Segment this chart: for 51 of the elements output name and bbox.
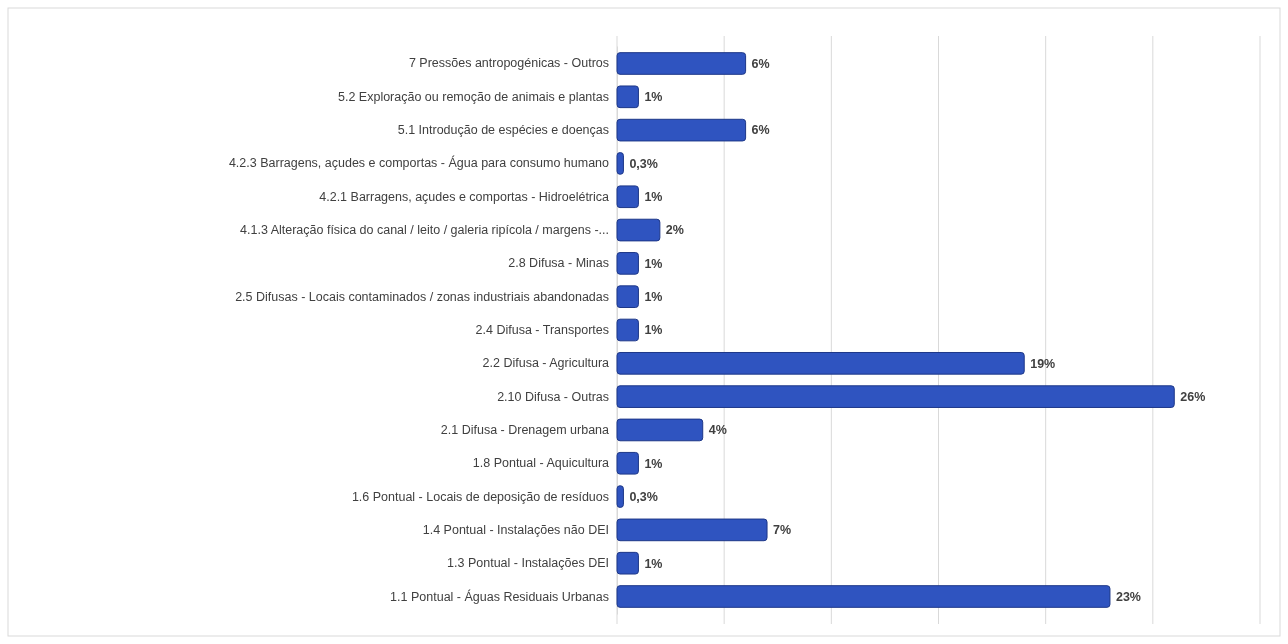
y-tick-label: 1.3 Pontual - Instalações DEI — [447, 556, 609, 571]
bar — [616, 118, 747, 142]
y-tick-label: 2.10 Difusa - Outras — [497, 389, 609, 404]
y-tick-label: 4.2.3 Barragens, açudes e comportas - Água para consumo humano — [228, 155, 610, 171]
data-label: 23% — [1115, 589, 1141, 604]
bar — [616, 218, 661, 242]
bar — [616, 451, 639, 475]
y-tick-label: 2.4 Difusa - Transportes — [475, 323, 609, 337]
bar — [616, 152, 624, 175]
bar — [616, 52, 747, 75]
bar — [616, 418, 704, 442]
data-label: 1% — [644, 290, 663, 305]
y-tick-label: 2.1 Difusa - Drenagem urbana — [440, 422, 610, 437]
data-label: 26% — [1180, 390, 1206, 404]
bar — [616, 551, 639, 575]
y-tick-label: 1.6 Pontual - Locais de deposição de resíduos — [351, 489, 609, 504]
bar — [616, 285, 639, 309]
data-label: 1% — [644, 190, 663, 205]
data-label: 1% — [644, 456, 663, 471]
bar — [616, 385, 1175, 408]
y-tick-label: 1.8 Pontual - Aquicultura — [472, 456, 610, 471]
y-tick-label: 5.1 Introdução de espécies e doenças — [397, 123, 609, 138]
data-label: 1% — [644, 256, 663, 271]
y-tick-label: 2.8 Difusa - Minas — [508, 256, 609, 271]
y-tick-label: 2.2 Difusa - Agricultura — [482, 356, 610, 371]
bar — [616, 485, 624, 508]
data-label: 0,3% — [629, 156, 658, 171]
bar — [616, 252, 639, 275]
data-label: 6% — [751, 123, 770, 138]
bar — [616, 351, 1025, 375]
data-label: 4% — [708, 423, 727, 438]
data-label: 0,3% — [629, 489, 658, 504]
y-tick-label: 5.2 Exploração ou remoção de animais e plantas — [338, 89, 609, 104]
data-label: 7% — [773, 523, 792, 538]
y-tick-label: 1.1 Pontual - Águas Residuais Urbanas — [390, 588, 609, 604]
y-tick-label: 4.2.1 Barragens, açudes e comportas - Hidroelétrica — [319, 189, 610, 204]
data-label: 1% — [644, 556, 663, 571]
data-label: 1% — [644, 90, 663, 105]
data-label: 2% — [665, 223, 684, 238]
y-tick-label: 2.5 Difusas - Locais contaminados / zonas industriais abandonadas — [235, 289, 609, 304]
bar — [616, 585, 1111, 608]
y-tick-label: 7 Pressões antropogénicas - Outros — [408, 56, 609, 71]
bar — [616, 85, 639, 109]
bar — [616, 185, 639, 209]
bar — [616, 318, 639, 342]
data-label: 19% — [1030, 356, 1056, 371]
data-label: 1% — [644, 323, 663, 338]
bar — [616, 518, 768, 542]
data-label: 6% — [751, 56, 770, 71]
y-tick-label: 4.1.3 Alteração física do canal / leito / galeria ripícola / margens -... — [240, 223, 609, 238]
y-tick-label: 1.4 Pontual - Instalações não DEI — [422, 522, 609, 537]
